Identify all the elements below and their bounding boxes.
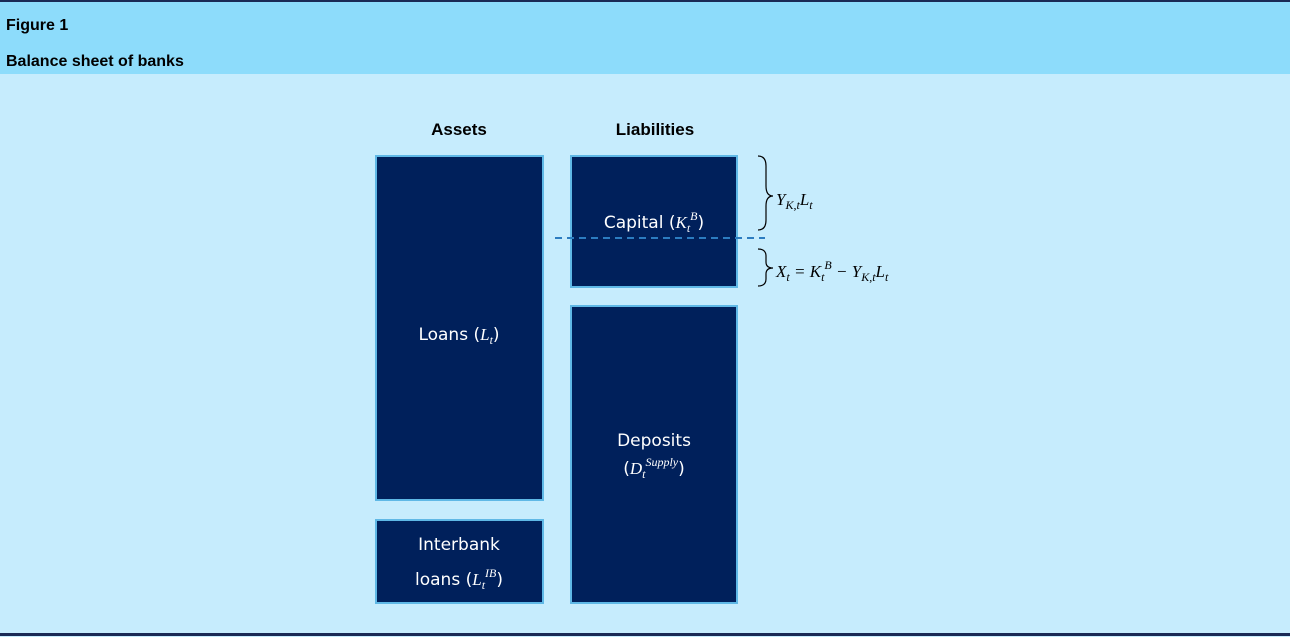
label: loans (LtIB) xyxy=(415,566,503,592)
label-part: Interbank xyxy=(418,535,500,555)
label-part: loans ( xyxy=(415,570,472,590)
label: Loans (Lt) xyxy=(418,325,499,347)
label-part: ) xyxy=(678,459,685,479)
label-part: B xyxy=(824,258,832,272)
figure-number: Figure 1 xyxy=(6,17,68,34)
label: Capital (KtB) xyxy=(604,209,704,235)
column-heading: Liabilities xyxy=(616,120,694,139)
interbank-box xyxy=(375,519,544,604)
label-part: K xyxy=(809,262,823,281)
label-part: Deposits xyxy=(617,431,691,451)
label-part: = xyxy=(790,262,810,281)
deposits-box xyxy=(570,305,738,604)
bottom-rule xyxy=(0,633,1290,636)
label-part: t xyxy=(642,467,646,481)
label-part: t xyxy=(809,198,813,212)
label-part: L xyxy=(799,190,809,209)
label-part: ( xyxy=(623,459,630,479)
label-part: t xyxy=(821,270,825,284)
label-part: t xyxy=(687,221,691,235)
label-part: t xyxy=(482,578,486,592)
label-part: IB xyxy=(484,566,497,580)
label-part: L xyxy=(479,325,489,344)
label-part: Υ xyxy=(776,190,787,209)
brace xyxy=(757,155,774,231)
label-part: B xyxy=(690,209,698,223)
label: Deposits xyxy=(617,431,691,451)
label-part: K,t xyxy=(784,198,800,212)
label-part: t xyxy=(885,270,889,284)
label-part: ) xyxy=(496,570,503,590)
label: (DtSupply) xyxy=(623,455,685,481)
label-part: K,t xyxy=(860,270,876,284)
label-part: ) xyxy=(698,213,705,233)
column-heading: Assets xyxy=(431,120,487,139)
label-part: L xyxy=(471,570,481,589)
label-part: t xyxy=(490,333,494,347)
capital-box xyxy=(570,155,738,288)
label-part: X xyxy=(775,262,787,281)
label: Interbank xyxy=(418,535,500,555)
label-part: t xyxy=(786,270,790,284)
label-part: Υ xyxy=(852,262,863,281)
figure-title: Balance sheet of banks xyxy=(6,53,184,70)
label: ΥK,tLt xyxy=(776,190,813,212)
loans-box xyxy=(375,155,544,501)
brace xyxy=(757,248,774,287)
label-part: L xyxy=(875,262,885,281)
label-part: Capital ( xyxy=(604,213,676,233)
top-rule xyxy=(0,0,1290,2)
label-part: D xyxy=(629,459,643,478)
label: Xt = KtB − ΥK,tLt xyxy=(775,258,889,284)
label-part: − xyxy=(832,262,852,281)
label-part: K xyxy=(674,213,688,232)
label-part: Loans ( xyxy=(418,325,480,345)
header-band xyxy=(0,0,1290,74)
label-part: Supply xyxy=(645,455,678,469)
label-part: ) xyxy=(493,325,500,345)
